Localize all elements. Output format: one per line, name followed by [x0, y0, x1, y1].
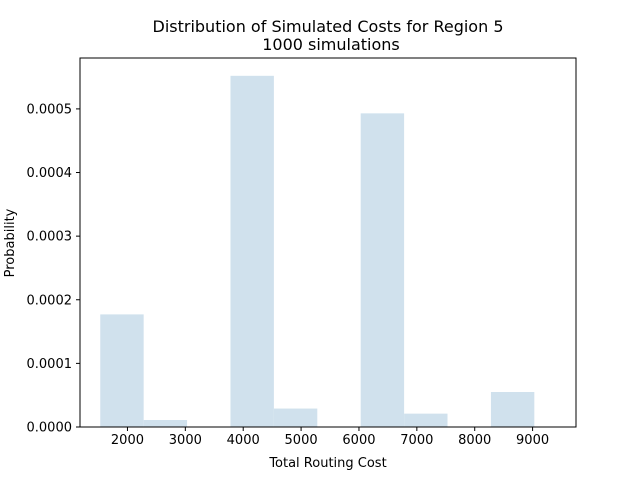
x-tick-label: 9000 [516, 433, 549, 448]
histogram-bar-6 [360, 113, 405, 427]
y-tick-label: 0.0005 [27, 102, 73, 117]
x-tick-label: 6000 [342, 433, 375, 448]
y-tick-label: 0.0004 [27, 166, 73, 181]
histogram-bar-9 [490, 392, 535, 427]
y-axis-ticks: 0.0000 0.0001 0.0002 0.0003 0.0004 0.0005 [27, 102, 80, 436]
histogram-bar-0 [100, 314, 144, 427]
x-tick-label: 4000 [227, 433, 260, 448]
plot-frame [79, 57, 577, 428]
x-axis-label: Total Routing Cost [268, 456, 386, 471]
y-axis-label: Probability [3, 208, 18, 277]
y-tick-label: 0.0000 [27, 421, 73, 436]
histogram-bar-4 [273, 408, 318, 427]
y-tick-label: 0.0001 [27, 357, 73, 372]
x-tick-label: 8000 [458, 433, 491, 448]
x-tick-label: 7000 [400, 433, 433, 448]
histogram-bar-7 [404, 413, 448, 427]
x-axis-ticks: 2000 3000 4000 5000 6000 7000 8000 9000 [111, 427, 549, 448]
y-tick-label: 0.0003 [27, 230, 73, 245]
y-tick-label: 0.0002 [27, 293, 73, 308]
histogram-bar-3 [230, 75, 274, 428]
chart-title: Distribution of Simulated Costs for Regi… [153, 17, 504, 36]
x-tick-label: 3000 [169, 433, 202, 448]
histogram-bar-1 [143, 420, 188, 427]
x-tick-label: 5000 [285, 433, 318, 448]
x-tick-label: 2000 [111, 433, 144, 448]
chart-subtitle: 1000 simulations [262, 35, 400, 54]
bars-group [100, 75, 535, 428]
